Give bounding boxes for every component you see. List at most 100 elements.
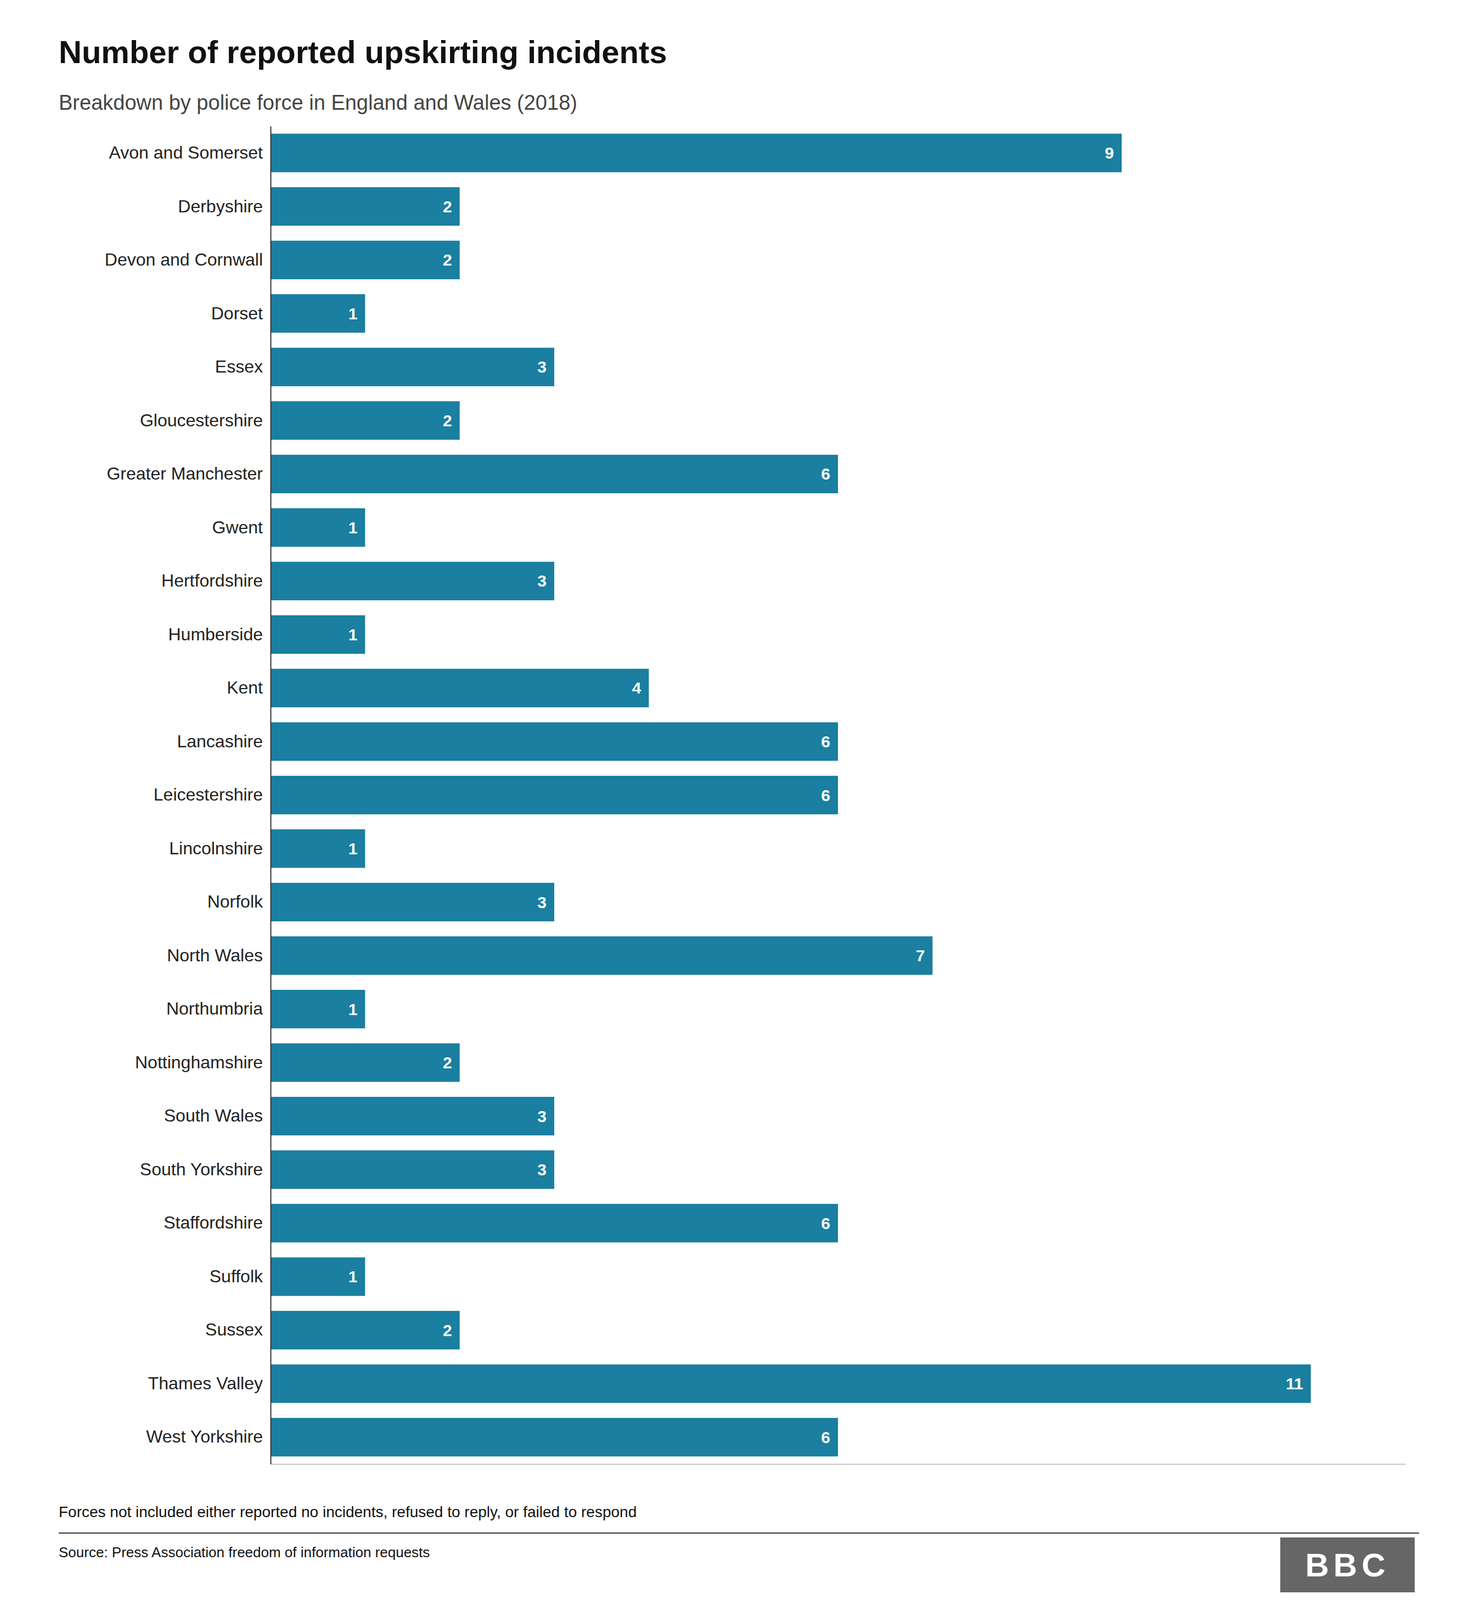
- y-tick-label: Thames Valley: [148, 1373, 263, 1394]
- data-label: 6: [820, 732, 831, 751]
- footnote: Forces not included either reported no i…: [58, 1503, 637, 1521]
- y-tick: Staffordshire: [163, 1212, 271, 1233]
- x-axis-line: [271, 1464, 1406, 1465]
- y-tick-label: Dorset: [211, 303, 263, 324]
- y-tick-label: Devon and Cornwall: [104, 249, 263, 270]
- y-tick: South Yorkshire: [139, 1159, 271, 1180]
- y-tick: Leicestershire: [153, 784, 271, 805]
- data-label: 7: [915, 946, 926, 965]
- y-tick-label: Lincolnshire: [169, 838, 263, 859]
- y-tick: Northumbria: [166, 998, 271, 1019]
- data-label: 2: [442, 411, 453, 430]
- y-tick-label: Greater Manchester: [106, 463, 263, 484]
- logo-text: BBC: [1305, 1546, 1391, 1584]
- separator: [58, 1532, 1420, 1534]
- y-tick-label: Gloucestershire: [139, 410, 263, 431]
- bar: [270, 561, 555, 601]
- subtitle: Breakdown by police force in England and…: [58, 91, 578, 115]
- y-tick: Gwent: [212, 517, 271, 538]
- y-tick-label: Kent: [226, 677, 263, 698]
- bar: [270, 989, 365, 1029]
- data-label: 1: [348, 304, 358, 323]
- bar: [270, 882, 555, 922]
- x-axis: [271, 1464, 1406, 1465]
- bar: [270, 829, 365, 868]
- bar: [270, 401, 460, 440]
- bar: [270, 294, 365, 333]
- y-tick-label: Staffordshire: [163, 1212, 263, 1233]
- y-tick: Greater Manchester: [106, 463, 271, 484]
- y-tick-label: Essex: [215, 356, 263, 377]
- logo-box: [1280, 1537, 1415, 1593]
- data-label: 3: [537, 1160, 547, 1179]
- bar: [270, 722, 838, 761]
- y-tick: Humberside: [167, 624, 271, 645]
- y-tick-label: South Yorkshire: [139, 1159, 263, 1180]
- y-tick-label: North Wales: [166, 945, 263, 966]
- y-tick: West Yorkshire: [145, 1426, 271, 1447]
- data-label: 2: [442, 1321, 453, 1340]
- plot: West Yorkshire Thames Valley Sussex Suffolk…: [104, 126, 1406, 1465]
- y-tick-label: Northumbria: [166, 998, 263, 1019]
- data-label: 2: [442, 197, 453, 216]
- data-label: 6: [820, 1214, 831, 1233]
- y-tick-label: Hertfordshire: [161, 570, 263, 591]
- bar: [270, 1364, 1311, 1404]
- background: [0, 0, 1463, 1600]
- source: Source: Press Association freedom of inf…: [58, 1544, 430, 1561]
- y-tick: Derbyshire: [177, 196, 271, 217]
- bar: [270, 508, 365, 547]
- y-tick-label: Avon and Somerset: [109, 142, 264, 163]
- bar: [270, 1150, 555, 1190]
- y-tick: Sussex: [205, 1319, 271, 1340]
- y-axis-line: [270, 126, 272, 1465]
- y-tick: Suffolk: [209, 1266, 271, 1287]
- y-tick-label: Gwent: [212, 517, 264, 538]
- y-tick: Hertfordshire: [161, 570, 271, 591]
- bar: [270, 187, 460, 226]
- data-label: 6: [820, 464, 831, 483]
- data-label: 3: [537, 571, 547, 590]
- bar: [270, 1310, 460, 1350]
- data-label: 2: [442, 1053, 453, 1072]
- bar: [270, 1043, 460, 1082]
- data-label: 2: [442, 250, 453, 269]
- bar: [270, 240, 460, 280]
- data-label: 9: [1104, 143, 1114, 162]
- bar: [270, 454, 838, 494]
- data-label: 1: [348, 839, 358, 858]
- data-label: 3: [537, 1107, 547, 1126]
- data-label: 1: [348, 1267, 358, 1286]
- y-tick: Avon and Somerset: [109, 142, 271, 163]
- y-axis: West Yorkshire Thames Valley Sussex Suffolk…: [104, 126, 272, 1465]
- bars: [270, 133, 1311, 1457]
- data-label: 4: [632, 678, 642, 697]
- bar: [270, 1203, 838, 1243]
- data-label: 3: [537, 357, 547, 376]
- y-tick: Norfolk: [207, 891, 271, 912]
- bar: [270, 1418, 838, 1457]
- y-tick: Essex: [215, 356, 271, 377]
- bar: [270, 1257, 365, 1297]
- y-tick: Dorset: [211, 303, 271, 324]
- y-tick-label: Norfolk: [207, 891, 264, 912]
- logo: BBC: [1280, 1537, 1415, 1593]
- bar: [270, 775, 838, 815]
- data-label: 1: [348, 1000, 358, 1019]
- chart: Number of reported upskirting incidents B…: [0, 0, 1463, 1600]
- bar: [270, 347, 555, 387]
- y-tick-label: South Wales: [164, 1105, 263, 1126]
- y-tick-label: Lancashire: [176, 731, 263, 752]
- title: Number of reported upskirting incidents: [58, 34, 668, 70]
- y-tick: Devon and Cornwall: [104, 249, 271, 270]
- y-tick-label: West Yorkshire: [145, 1426, 263, 1447]
- data-label: 6: [820, 1428, 831, 1447]
- y-tick-label: Suffolk: [209, 1266, 264, 1287]
- y-tick-label: Derbyshire: [177, 196, 263, 217]
- y-tick: Kent: [226, 677, 271, 698]
- y-tick-label: Humberside: [167, 624, 263, 645]
- y-tick: North Wales: [166, 945, 271, 966]
- y-tick: Gloucestershire: [139, 410, 271, 431]
- data-label: 6: [820, 786, 831, 805]
- y-tick: Thames Valley: [148, 1373, 271, 1394]
